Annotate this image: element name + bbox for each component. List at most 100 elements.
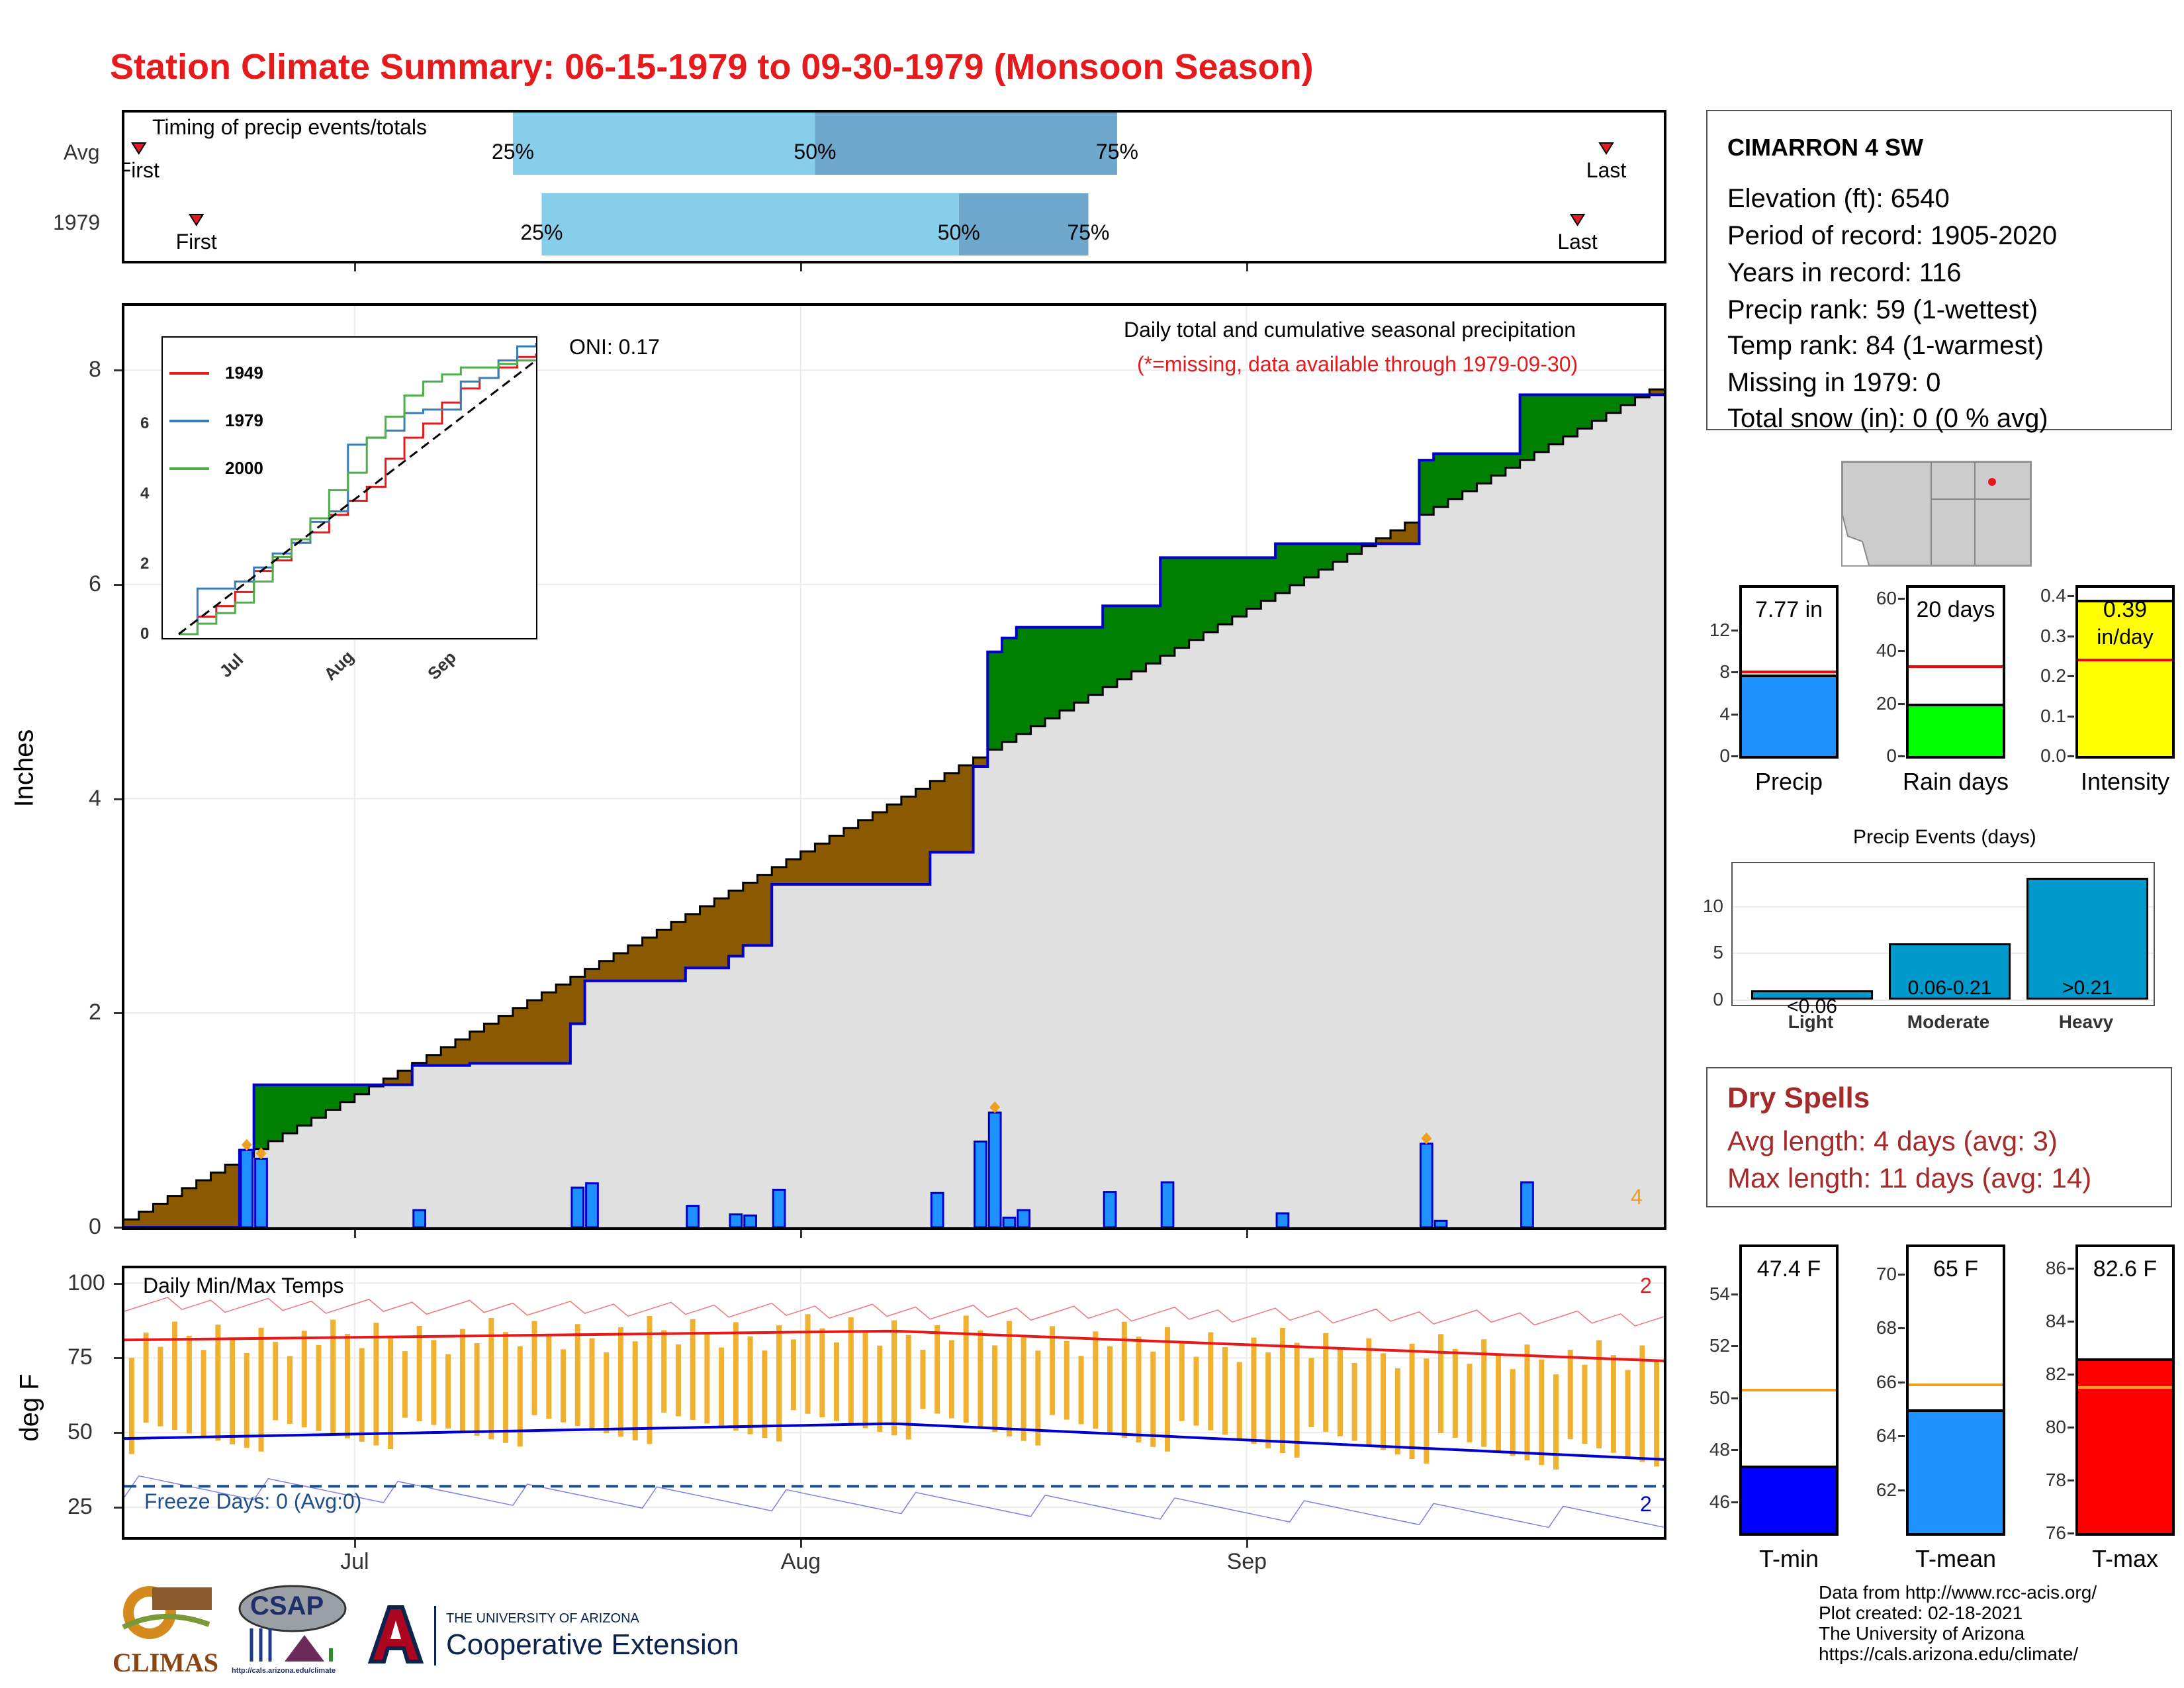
events-gridline — [1733, 1000, 2154, 1001]
x-tick-label: Sep — [1226, 1549, 1267, 1574]
above-average-area — [1577, 395, 1592, 429]
cumulative-fill — [757, 945, 772, 1227]
tmax-panel-y-tick-mark — [2068, 1479, 2074, 1481]
tmin-panel-y-tick-label: 54 — [1709, 1283, 1730, 1304]
temp-y-tick-mark — [114, 1357, 122, 1360]
above-average-area — [1189, 557, 1204, 640]
csap-logo-text: CSAP — [250, 1591, 324, 1620]
climas-logo: CLIMAS — [110, 1581, 218, 1679]
precip-main-chart — [124, 306, 1664, 1227]
below-average-area — [599, 961, 614, 981]
cumulative-fill — [383, 1084, 398, 1227]
cumulative-fill — [1549, 444, 1564, 1227]
daily-precip-bar — [1017, 1209, 1031, 1227]
temps-title: Daily Min/Max Temps — [143, 1274, 344, 1297]
daily-temp-bar — [790, 1339, 796, 1411]
csap-logo-url: http://cals.arizona.edu/climate — [232, 1667, 336, 1675]
y-tick-label: 6 — [89, 571, 101, 596]
above-average-area — [1088, 627, 1103, 695]
tmean-panel-y-tick-mark — [1898, 1435, 1905, 1438]
above-average-area — [1304, 543, 1319, 578]
daily-temp-bar — [805, 1314, 811, 1414]
legend-label-1979: 1979 — [225, 410, 263, 430]
daily-temp-bar — [1050, 1326, 1056, 1415]
station-temp-rank: Temp rank: 84 (1-warmest) — [1727, 331, 2044, 360]
station-years: Years in record: 116 — [1727, 258, 1962, 287]
cumulative-fill — [1520, 459, 1535, 1227]
station-period: Period of record: 1905-2020 — [1727, 221, 2058, 250]
daily-temp-bar — [1351, 1362, 1357, 1441]
x-tick-mark — [799, 1230, 802, 1238]
daily-temp-bar — [1654, 1360, 1660, 1467]
cumulative-fill — [1289, 585, 1305, 1227]
y-tick-label: 8 — [89, 357, 101, 383]
daily-temp-bar — [747, 1336, 753, 1434]
tmean-panel-value-label: 65 F — [1933, 1256, 1979, 1282]
tmean-panel-y-tick-mark — [1898, 1489, 1905, 1491]
daily-temp-bar — [1150, 1351, 1156, 1447]
daily-temp-bar — [1021, 1335, 1026, 1441]
below-average-area — [700, 906, 715, 968]
daily-temp-bar — [517, 1346, 523, 1447]
cumulative-fill — [1419, 514, 1434, 1227]
daily-temp-bar — [531, 1321, 537, 1415]
cumulative-fill — [743, 945, 758, 1227]
dry-spells-max: Max length: 11 days (avg: 14) — [1727, 1162, 2092, 1194]
daily-temp-bar — [287, 1356, 293, 1424]
below-average-area — [584, 968, 600, 981]
tmin-panel-y-tick-mark — [1731, 1293, 1738, 1295]
tmax-panel-y-tick-mark — [2068, 1427, 2074, 1429]
inset-series-line-2000 — [179, 359, 536, 635]
tmax-panel-value-label: 82.6 F — [2093, 1256, 2158, 1282]
timing-p75-label: 75% — [1096, 140, 1138, 164]
daily-temp-bar — [1394, 1368, 1400, 1455]
daily-temp-bar — [1006, 1321, 1012, 1436]
inset-panel — [161, 336, 537, 639]
above-average-area — [1534, 395, 1549, 452]
daily-temp-bar — [359, 1348, 365, 1442]
x-tick-mark — [353, 1540, 356, 1548]
tmean-panel-y-tick-label: 64 — [1876, 1425, 1897, 1446]
daily-temp-bar — [1337, 1348, 1343, 1436]
daily-temp-bar — [561, 1349, 567, 1423]
heavy-event-marker — [1421, 1132, 1432, 1145]
events-bar-moderate — [1889, 943, 2011, 1000]
above-average-area — [1073, 627, 1089, 703]
below-average-area — [786, 859, 801, 885]
record-low-count: 2 — [1640, 1492, 1652, 1516]
precip-panel-y-tick-mark — [1731, 671, 1738, 673]
above-average-area — [1016, 627, 1032, 734]
timing-label: Timing of precip events/totals — [152, 115, 427, 139]
events-panel-title: Precip Events (days) — [1853, 826, 2036, 848]
daily-precip-bar — [570, 1186, 585, 1227]
daily-temp-bar — [661, 1330, 667, 1413]
below-average-area — [570, 976, 586, 1024]
cumulative-fill — [1376, 543, 1391, 1227]
tmax-panel-y-tick-label: 78 — [2045, 1470, 2066, 1490]
freeze-days-label: Freeze Days: 0 (Avg:0) — [144, 1489, 362, 1513]
timing-chart: 25% 50% 75% First Last 25% 50% 75% First Last — [124, 113, 1626, 256]
x-tick-mark — [799, 263, 802, 271]
below-average-area — [915, 788, 931, 885]
x-tick-mark — [1246, 263, 1248, 271]
cumulative-fill — [541, 1063, 557, 1227]
precip-panel-y-tick-label: 8 — [1719, 661, 1730, 682]
daily-temp-bar — [431, 1340, 437, 1425]
daily-precip-bar — [987, 1111, 1002, 1227]
station-info-panel: CIMARRON 4 SW Elevation (ft): 6540 Perio… — [1706, 110, 2172, 433]
cumulative-fill — [1088, 694, 1103, 1227]
cumulative-fill — [944, 852, 960, 1227]
cumulative-fill — [1477, 483, 1492, 1227]
tmin-panel-y-tick-label: 46 — [1709, 1491, 1730, 1512]
cumulative-fill — [1563, 436, 1578, 1227]
daily-temp-bar — [445, 1354, 451, 1429]
temp-y-tick-label: 100 — [68, 1270, 105, 1295]
intensity-panel: 0.39 in/day — [2075, 585, 2175, 759]
precip-panel-y-tick-label: 12 — [1709, 619, 1730, 640]
events-chart-frame: <0.06 0.06-0.21 >0.21 — [1731, 862, 2155, 1017]
above-average-area — [1246, 557, 1261, 609]
daily-temp-bar — [258, 1327, 264, 1452]
above-average-area — [296, 1084, 312, 1126]
climas-logo-text: CLIMAS — [113, 1648, 219, 1677]
intensity-panel-y-tick-label: 0.3 — [2040, 625, 2066, 646]
